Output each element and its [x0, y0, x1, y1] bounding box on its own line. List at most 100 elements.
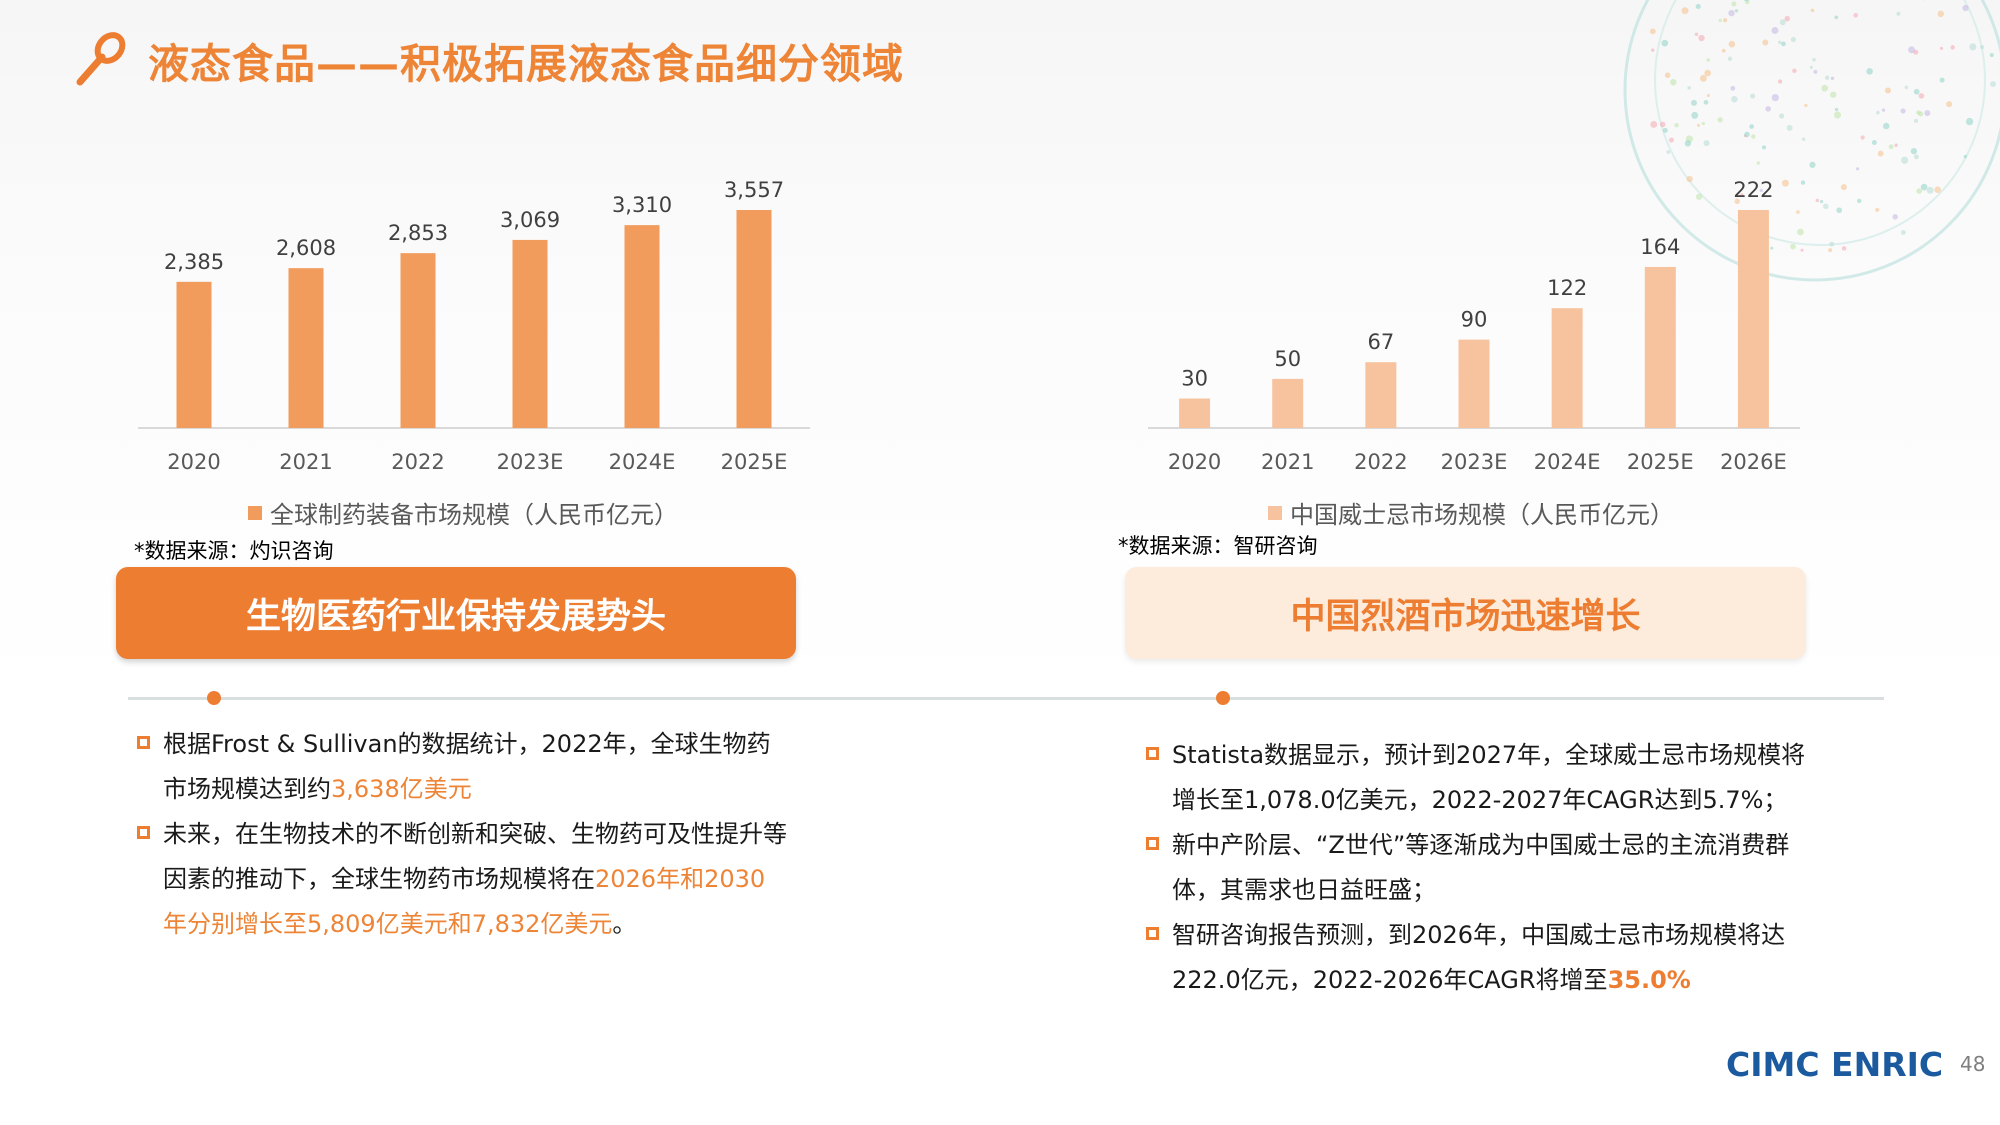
- globe-dot: [1810, 8, 1815, 13]
- legend-left-label: 全球制药装备市场规模（人民币亿元）: [270, 501, 678, 529]
- globe-dot: [1718, 18, 1722, 23]
- globe-dot: [1896, 11, 1901, 16]
- globe-dot: [1797, 228, 1804, 236]
- bar: [400, 253, 436, 428]
- globe-dot: [1781, 179, 1789, 187]
- globe-dot: [1777, 40, 1782, 45]
- company-logo: CIMC ENRIC: [1726, 1045, 1944, 1084]
- globe-dot: [1744, 131, 1750, 138]
- banner-biopharma: 生物医药行业保持发展势头: [116, 567, 796, 659]
- globe-dot: [1823, 203, 1829, 210]
- globe-dot: [1674, 122, 1679, 128]
- globe-dot: [1778, 113, 1785, 119]
- globe-dot: [1728, 9, 1735, 17]
- globe-dot: [1750, 93, 1756, 99]
- bar: [1551, 308, 1583, 428]
- legend-right: 中国威士忌市场规模（人民币亿元）: [1268, 495, 1674, 530]
- bar: [1272, 378, 1304, 428]
- globe-dot: [1728, 40, 1736, 48]
- globe-dot: [1946, 101, 1953, 108]
- bar: [512, 239, 548, 428]
- globe-dot: [1913, 88, 1920, 95]
- globe-dot: [1900, 108, 1906, 114]
- globe-dot: [1877, 150, 1884, 157]
- globe-dot: [1962, 4, 1969, 12]
- globe-dot: [1871, 139, 1877, 145]
- globe-dot: [1762, 145, 1767, 150]
- bar: [176, 281, 212, 428]
- page-header: 液态食品——积极拓展液态食品细分领域: [72, 30, 904, 90]
- globe-dot: [1649, 28, 1656, 35]
- globe-dot: [1813, 69, 1818, 74]
- globe-dot: [1694, 32, 1699, 37]
- globe-dot: [1989, 53, 1994, 58]
- bullets-right: Statista数据显示，预计到2027年，全球威士忌市场规模将增长至1,078…: [1146, 733, 1816, 1003]
- globe-dot: [1841, 246, 1847, 251]
- square-bullet-icon: [1146, 837, 1159, 850]
- globe-dot: [1830, 91, 1837, 98]
- globe-dot: [1661, 39, 1669, 47]
- globe-dot: [1730, 85, 1736, 91]
- globe-dot: [1695, 193, 1703, 200]
- globe-dot: [1804, 103, 1808, 108]
- data-label: 3,310: [612, 193, 672, 217]
- bar: [1365, 362, 1397, 428]
- bullet-highlight: 3,638亿美元: [331, 775, 472, 803]
- globe-dot: [1836, 207, 1843, 214]
- source-right: *数据来源：智研咨询: [1118, 534, 1318, 558]
- globe-dot: [1701, 121, 1705, 126]
- bar: [1179, 398, 1211, 428]
- globe-dot: [1860, 135, 1865, 140]
- globe-dot: [1980, 45, 1985, 50]
- bullet-item: 新中产阶层、“Z世代”等逐渐成为中国威士忌的主流消费群体，其需求也日益旺盛；: [1146, 823, 1816, 913]
- globe-dot: [1828, 248, 1833, 253]
- globe-dot: [1751, 134, 1756, 139]
- globe-dot: [1717, 117, 1723, 123]
- globe-dot: [1881, 108, 1886, 112]
- globe-dot: [1784, 15, 1790, 22]
- globe-dot: [1833, 111, 1842, 119]
- data-label: 2,853: [388, 221, 448, 245]
- globe-dot: [1691, 111, 1699, 119]
- data-label: 3,557: [724, 178, 784, 202]
- globe-dot: [1779, 19, 1786, 26]
- globe-dot: [1786, 124, 1793, 131]
- globe-dot: [1856, 167, 1860, 171]
- globe-dot: [1821, 84, 1829, 92]
- globe-dot: [1703, 99, 1709, 105]
- globe-dot: [1939, 46, 1944, 50]
- legend-right-label: 中国威士忌市场规模（人民币亿元）: [1290, 501, 1674, 529]
- data-label: 2,608: [276, 236, 336, 260]
- x-tick-label: 2024E: [1534, 450, 1601, 474]
- globe-dot: [1687, 86, 1691, 90]
- globe-dot: [1914, 118, 1919, 123]
- globe-dot: [1734, 198, 1740, 205]
- globe-dot: [1740, 193, 1744, 197]
- globe-dot: [1866, 68, 1873, 75]
- globe-dot: [1892, 214, 1898, 220]
- globe-dot: [1894, 143, 1898, 147]
- globe-dot: [1731, 95, 1738, 103]
- data-label: 50: [1274, 347, 1301, 371]
- globe-dot: [1824, 75, 1830, 80]
- globe-dot: [1650, 48, 1655, 52]
- globe-dot: [1918, 93, 1925, 99]
- bar: [1737, 210, 1769, 428]
- timeline-dot-right: [1216, 691, 1230, 705]
- bullet-text: 未来，在生物技术的不断创新和突破、生物药可及性提升等因素的推动下，全球生物药市场…: [163, 820, 787, 893]
- bullet-item: 未来，在生物技术的不断创新和突破、生物药可及性提升等因素的推动下，全球生物药市场…: [137, 812, 787, 947]
- square-bullet-icon: [137, 826, 150, 839]
- timeline-dot-left: [207, 691, 221, 705]
- globe-dot: [1934, 186, 1941, 193]
- globe-dot: [1759, 188, 1763, 193]
- legend-left: 全球制药装备市场规模（人民币亿元）: [248, 495, 678, 530]
- x-tick-label: 2025E: [721, 450, 788, 474]
- bullet-highlight: 35.0%: [1607, 966, 1691, 994]
- globe-dot: [1659, 121, 1666, 128]
- bar: [624, 225, 660, 428]
- globe-dot: [1856, 198, 1862, 204]
- globe-dot: [1884, 87, 1892, 94]
- globe-dot: [1771, 93, 1779, 102]
- x-tick-label: 2025E: [1627, 450, 1694, 474]
- globe-dot: [1721, 48, 1726, 53]
